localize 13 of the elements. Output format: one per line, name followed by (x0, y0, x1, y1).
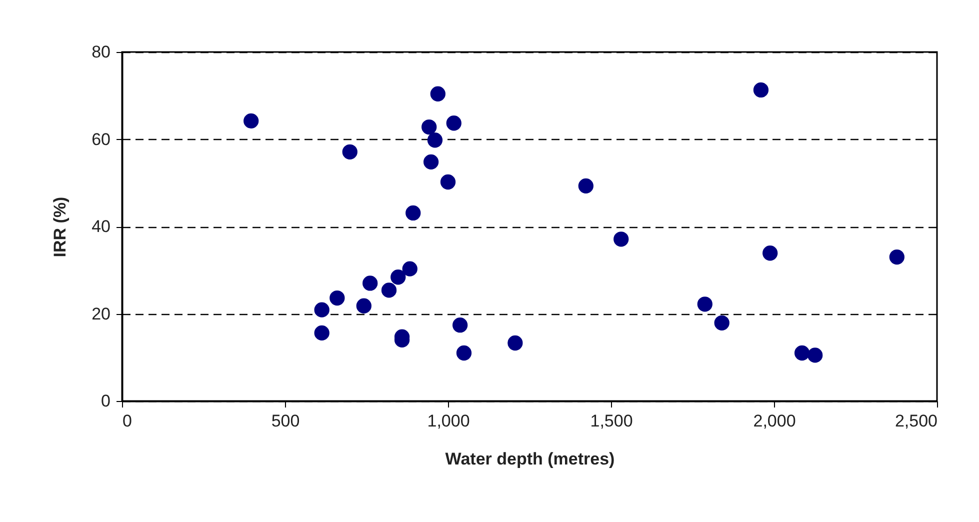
x-tick-label: 2,000 (753, 412, 796, 430)
x-tick-label: 2,500 (894, 412, 938, 430)
x-tick-label: 1,500 (590, 412, 633, 430)
y-tick-label: 20 (92, 304, 110, 324)
y-tick-label: 80 (92, 42, 110, 62)
x-tick-label: 0 (122, 412, 132, 430)
y-axis-title: IRR (%) (50, 196, 70, 258)
y-tick-label: 40 (92, 217, 110, 236)
y-tick-label: 0 (101, 392, 110, 410)
x-axis-title: Water depth (metres) (445, 450, 615, 468)
x-tick-label: 500 (271, 412, 300, 430)
x-tick-label: 1,000 (427, 412, 470, 430)
y-tick-label: 60 (92, 130, 110, 149)
